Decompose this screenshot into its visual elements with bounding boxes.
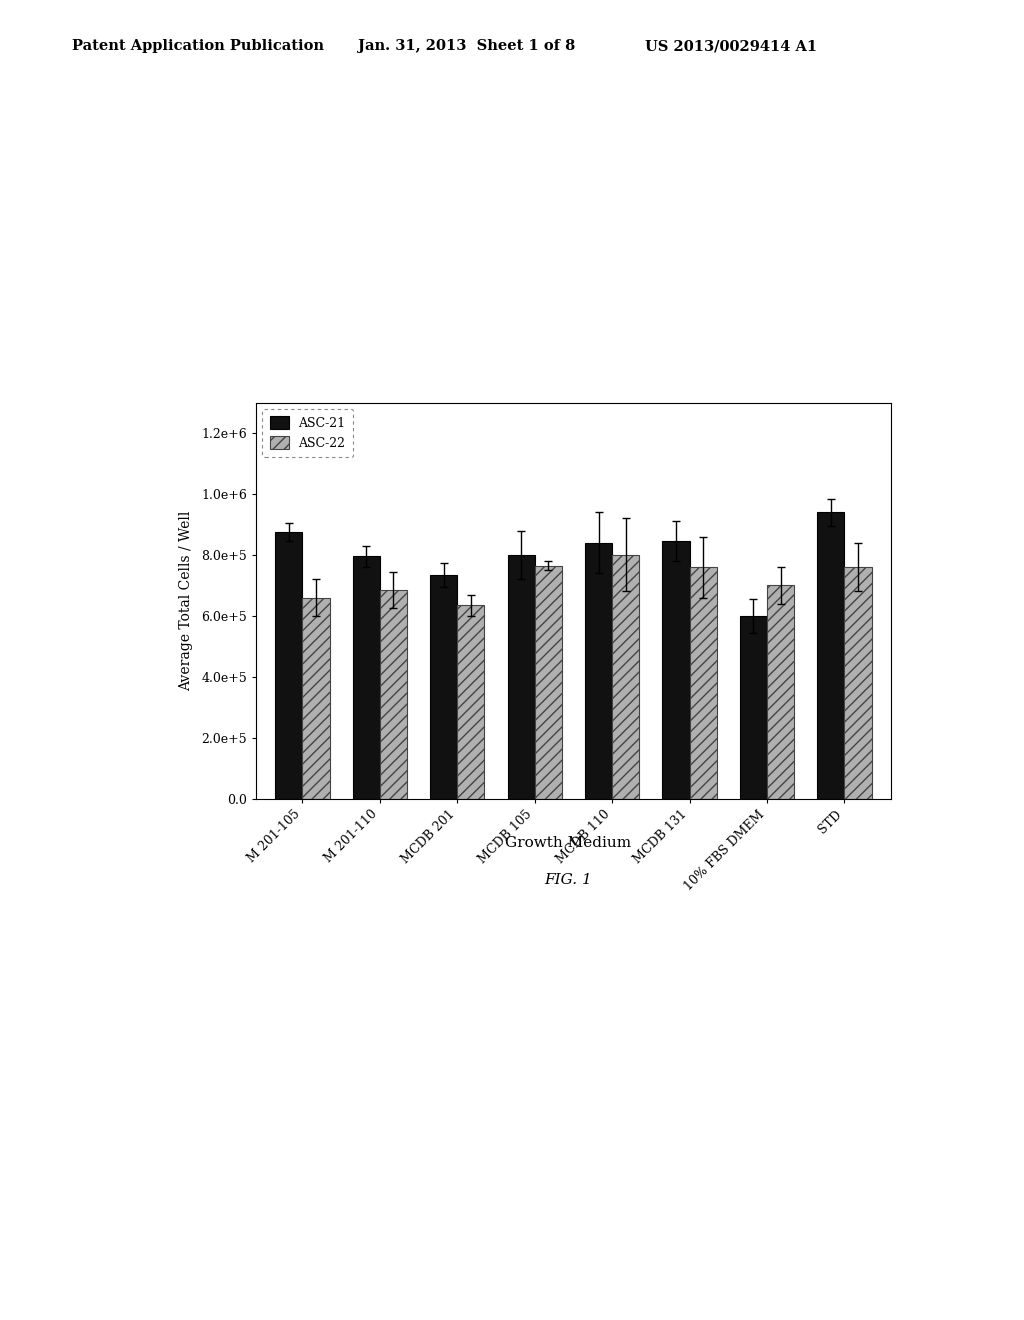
Legend: ASC-21, ASC-22: ASC-21, ASC-22 bbox=[262, 409, 353, 457]
Bar bbox=[817, 512, 845, 799]
Bar bbox=[302, 598, 330, 799]
Bar bbox=[612, 554, 639, 799]
Text: Patent Application Publication: Patent Application Publication bbox=[72, 40, 324, 53]
Text: US 2013/0029414 A1: US 2013/0029414 A1 bbox=[645, 40, 817, 53]
Bar bbox=[663, 541, 689, 799]
Bar bbox=[458, 605, 484, 799]
Y-axis label: Average Total Cells / Well: Average Total Cells / Well bbox=[179, 511, 193, 690]
Bar bbox=[845, 568, 871, 799]
Bar bbox=[767, 585, 794, 799]
Bar bbox=[508, 554, 535, 799]
Bar bbox=[740, 616, 767, 799]
Bar bbox=[430, 574, 458, 799]
Bar bbox=[275, 532, 302, 799]
Bar bbox=[689, 568, 717, 799]
Text: FIG. 1: FIG. 1 bbox=[545, 874, 592, 887]
Text: Jan. 31, 2013  Sheet 1 of 8: Jan. 31, 2013 Sheet 1 of 8 bbox=[358, 40, 575, 53]
Text: Growth Medium: Growth Medium bbox=[505, 837, 632, 850]
Bar bbox=[380, 590, 407, 799]
Bar bbox=[535, 565, 562, 799]
Bar bbox=[585, 543, 612, 799]
Bar bbox=[353, 557, 380, 799]
